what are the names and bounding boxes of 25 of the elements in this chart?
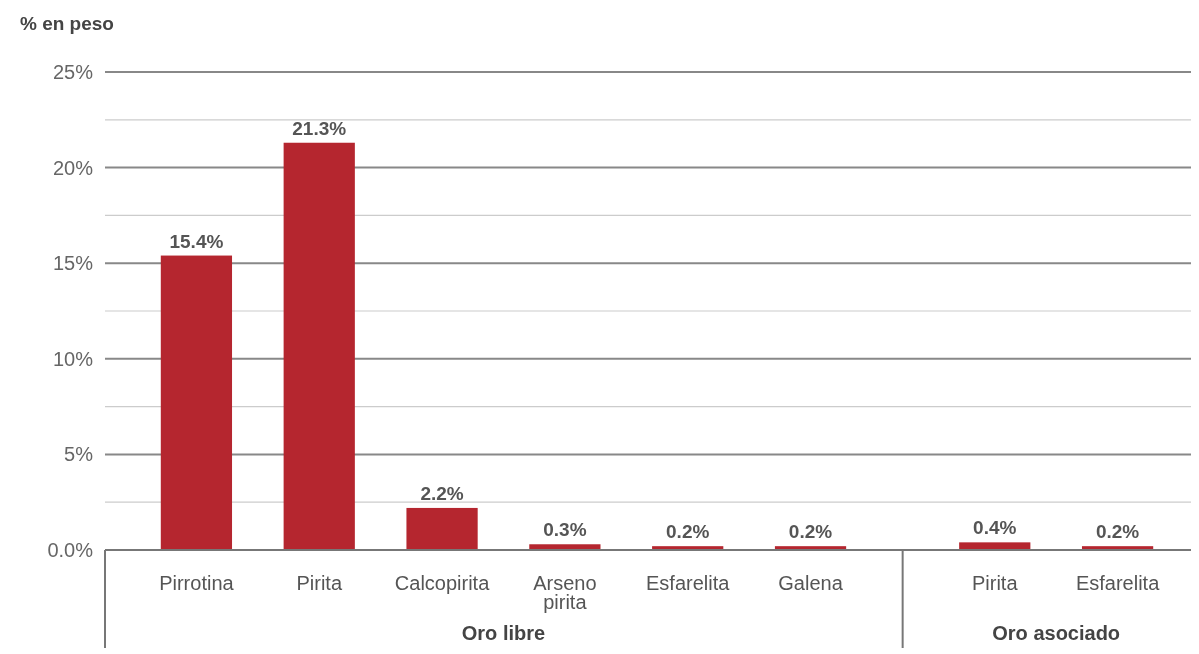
x-tick-label: Esfarelita [646,572,731,594]
x-tick-label: Esfarelita [1075,572,1161,594]
y-tick-label: 15% [52,252,94,275]
text: Oro libre [461,622,546,644]
data-label: 15.4% [169,230,224,252]
y-tick-label: 10% [52,347,94,370]
x-tick-label: Pirita [971,572,1019,594]
y-tick-label: 25% [52,61,94,83]
x-tick-label: Arseno pirita [533,572,597,613]
data-label: 0.2% [666,521,710,543]
x-tick-label: Calcopirita [394,572,491,594]
data-label: 0.3% [543,519,587,541]
x-tick-label: Galena [778,572,844,594]
x-tick-label: Pirita [296,572,343,594]
data-label: 21.3% [292,117,347,139]
y-tick-label: 0.0% [47,539,94,561]
x-tick-label: Pirrotina [159,572,235,594]
y-tick-label: 20% [52,156,94,179]
data-label: 0.2% [1095,521,1140,543]
y-tick-label: 5% [64,443,94,466]
text: Oro asociado [992,622,1121,644]
data-label: 0.2% [788,521,833,543]
data-label: 0.4% [973,517,1017,539]
data-label: 2.2% [420,482,464,504]
y-axis-title: % en peso [20,13,114,34]
